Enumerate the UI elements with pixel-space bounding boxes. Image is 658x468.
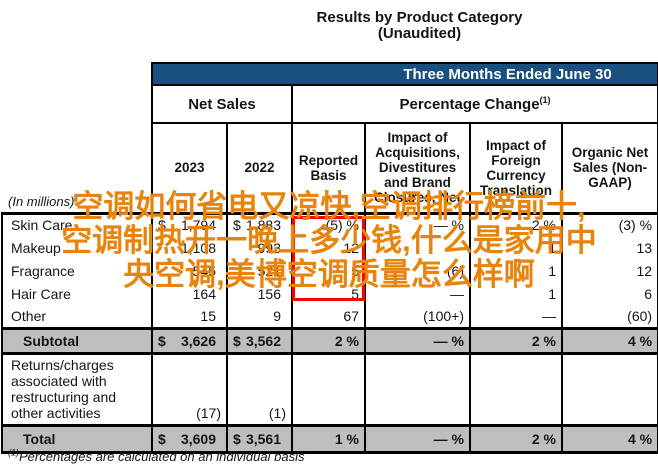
net-sales-2023-cell: (17): [151, 353, 228, 425]
dollar-sign: $: [233, 217, 241, 234]
table-row-hair-care: Hair Care 164 156 5 — 1 6: [1, 282, 658, 305]
table-row-makeup: Makeup 1,108 993 12 — 1 13: [1, 236, 658, 259]
net-sales-2023-cell: 1,108: [151, 236, 228, 259]
organic-net-sales-cell: 13: [560, 236, 658, 259]
acquisitions-impact-cell: —: [364, 282, 471, 305]
net-sales-2022-cell: (1): [226, 353, 293, 425]
acquisitions-impact-cell: — %: [364, 213, 471, 236]
organic-net-sales-cell: (3) %: [560, 213, 658, 236]
net-sales-2023-cell: $3,609: [151, 423, 228, 454]
page-title: Results by Product Category (Unaudited): [2, 10, 657, 42]
organic-net-sales-cell: [560, 353, 658, 425]
results-table: Three Months Ended June 30 Net Sales Per…: [1, 62, 658, 454]
footnote: (1)Percentages are calculated on an indi…: [8, 447, 305, 464]
acquisitions-impact-cell: — %: [364, 423, 471, 454]
net-sales-header-cell: Net Sales: [151, 84, 293, 124]
fx-impact-cell: 1: [469, 236, 563, 259]
col-header-foreign-currency: Impact of Foreign Currency Translation: [469, 122, 563, 215]
table-row-other: Other 15 9 67 (100+) — (60): [1, 305, 658, 328]
row-label: Skin Care: [1, 213, 153, 236]
organic-net-sales-cell: 4 %: [560, 423, 658, 454]
col-header-reported-basis: Reported Basis: [291, 122, 366, 215]
net-sales-2022-cell: 156: [226, 282, 293, 305]
row-label: Makeup: [1, 236, 153, 259]
fx-impact-cell: 2 %: [469, 213, 563, 236]
net-sales-2022-cell: 993: [226, 236, 293, 259]
net-sales-2023-cell: $1,794: [151, 213, 228, 236]
acquisitions-impact-cell: (100+): [364, 305, 471, 328]
net-sales-2022-cell: 521: [226, 259, 293, 282]
reported-basis-cell: 2 %: [291, 326, 366, 355]
net-sales-2022-cell: $1,883: [226, 213, 293, 236]
col-header-2022: 2022: [226, 122, 293, 215]
organic-net-sales-cell: 6: [560, 282, 658, 305]
subtotal-row: Subtotal $3,626 $3,562 2 % — % 2 % 4 %: [1, 326, 658, 355]
row-label: Total: [1, 423, 153, 454]
acquisitions-impact-cell: — %: [364, 326, 471, 355]
net-sales-2023-cell: 15: [151, 305, 228, 328]
acquisitions-impact-cell: —: [364, 236, 471, 259]
col-header-acquisitions: Impact of Acquisitions, Divestitures and…: [364, 122, 471, 215]
period-header-row: Three Months Ended June 30: [2, 62, 658, 86]
column-header-row: (In millions) 2023 2022 Reported Basis I…: [2, 122, 658, 215]
pct-change-label: Percentage Change: [399, 95, 540, 113]
row-label: Returns/charges associated with restruct…: [1, 353, 153, 425]
group-header-row: Net Sales Percentage Change(1): [2, 84, 658, 124]
period-header-cell: Three Months Ended June 30: [150, 62, 658, 86]
row-label: Other: [1, 305, 153, 328]
acquisitions-impact-cell: (6): [364, 259, 471, 282]
empty-label-cell: [2, 85, 152, 123]
organic-net-sales-cell: (60): [560, 305, 658, 328]
highlight-box-reported-basis: [292, 216, 365, 301]
col-header-2023: 2023: [151, 122, 228, 215]
row-label: Hair Care: [1, 282, 153, 305]
empty-corner-cell: [2, 63, 152, 85]
total-row: Total $3,609 $3,561 1 % — % 2 % 4 %: [1, 423, 658, 454]
table-row-fragrance: Fragrance 545 521 5 (6) 1 12: [1, 259, 658, 282]
fx-impact-cell: [469, 353, 563, 425]
pct-change-header-cell: Percentage Change(1): [290, 84, 658, 124]
row-label: Subtotal: [1, 326, 153, 355]
returns-charges-row: Returns/charges associated with restruct…: [1, 353, 658, 425]
organic-net-sales-cell: 12: [560, 259, 658, 282]
fx-impact-cell: 2 %: [469, 326, 563, 355]
watermark-text-line: 央空调,美博空调质量怎么样啊: [123, 257, 535, 292]
watermark-text-line: 空调如何省电又凉快,空调排行榜前十,: [72, 189, 586, 224]
reported-basis-cell: [291, 353, 366, 425]
watermark-text-line: 空调制热开一晚上多少钱,什么是家用中: [61, 223, 597, 258]
reported-basis-cell: 67: [291, 305, 366, 328]
net-sales-2022-cell: 9: [226, 305, 293, 328]
organic-net-sales-cell: 4 %: [560, 326, 658, 355]
fx-impact-cell: 1: [469, 282, 563, 305]
row-label: Fragrance: [1, 259, 153, 282]
col-header-organic: Organic Net Sales (Non-GAAP): [560, 122, 658, 215]
net-sales-2023-cell: 164: [151, 282, 228, 305]
fx-impact-cell: 1: [469, 259, 563, 282]
title-line-1: Results by Product Category: [316, 9, 523, 26]
fx-impact-cell: 2 %: [469, 423, 563, 454]
net-sales-2022-cell: $3,562: [226, 326, 293, 355]
net-sales-2022-cell: $3,561: [226, 423, 293, 454]
in-millions-label: (In millions): [2, 123, 152, 215]
pct-change-footnote-marker: (1): [539, 94, 551, 105]
reported-basis-cell: 1 %: [291, 423, 366, 454]
net-sales-2023-cell: 545: [151, 259, 228, 282]
title-line-2: (Unaudited): [377, 25, 462, 42]
net-sales-2023-cell: $3,626: [151, 326, 228, 355]
fx-impact-cell: —: [469, 305, 563, 328]
acquisitions-impact-cell: [364, 353, 471, 425]
footnote-text: Percentages are calculated on an individ…: [19, 449, 305, 464]
footnote-marker: (1): [8, 447, 19, 458]
dollar-sign: $: [158, 217, 166, 234]
